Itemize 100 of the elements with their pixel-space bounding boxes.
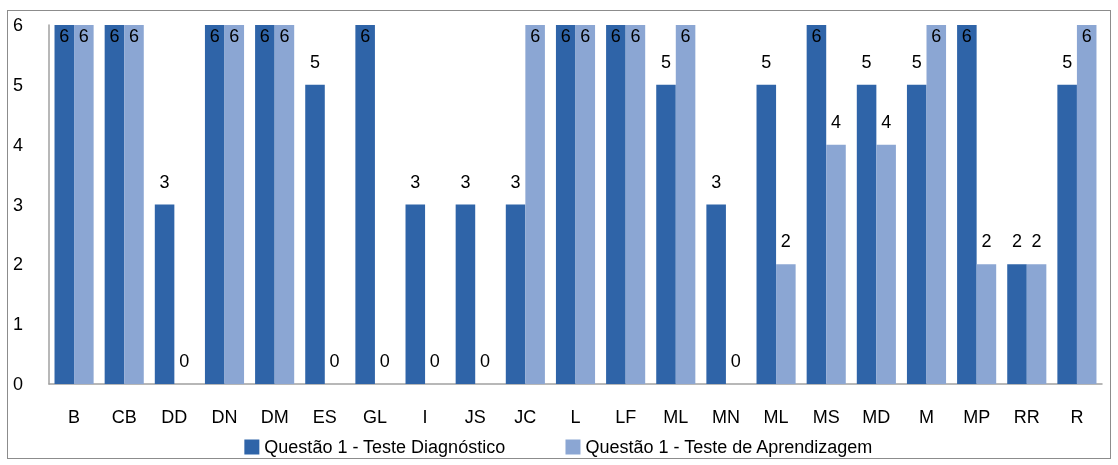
data-label: 3 bbox=[460, 171, 471, 192]
x-tick-label: LF bbox=[615, 407, 637, 427]
data-label: 0 bbox=[429, 351, 440, 371]
data-label: 5 bbox=[1062, 51, 1073, 72]
x-tick-label: ES bbox=[312, 407, 337, 427]
bar bbox=[355, 25, 375, 384]
x-tick-label: MN bbox=[711, 407, 740, 427]
data-label: 6 bbox=[530, 26, 541, 46]
data-label: 6 bbox=[109, 26, 120, 46]
data-label: 3 bbox=[510, 171, 521, 192]
bar bbox=[525, 25, 545, 384]
data-label: 6 bbox=[630, 26, 641, 46]
data-label: 2 bbox=[1031, 231, 1042, 252]
x-tick-label: MS bbox=[812, 407, 840, 427]
x-tick-label: L bbox=[570, 407, 581, 427]
data-label: 6 bbox=[78, 26, 89, 46]
data-label: 6 bbox=[360, 26, 371, 46]
x-tick-label: M bbox=[919, 407, 934, 427]
bar bbox=[154, 204, 175, 384]
data-label: 5 bbox=[310, 51, 321, 72]
data-label: 6 bbox=[1081, 26, 1092, 46]
x-tick-label: R bbox=[1070, 407, 1084, 427]
bar bbox=[1007, 264, 1027, 384]
bar bbox=[74, 25, 94, 384]
data-label: 0 bbox=[379, 351, 390, 371]
data-label: 6 bbox=[580, 26, 591, 46]
bar bbox=[706, 204, 726, 384]
data-label: 0 bbox=[179, 351, 190, 371]
data-label: 4 bbox=[830, 111, 841, 132]
y-tick-label: 5 bbox=[12, 74, 23, 95]
bar bbox=[224, 25, 245, 384]
data-label: 6 bbox=[259, 26, 270, 46]
data-label: 2 bbox=[981, 231, 992, 252]
legend-label: Questão 1 - Teste Diagnóstico bbox=[264, 437, 506, 457]
data-label: 6 bbox=[128, 26, 139, 46]
bar bbox=[675, 25, 696, 384]
bar bbox=[1076, 25, 1097, 384]
x-tick-label: MD bbox=[862, 407, 891, 427]
bar bbox=[104, 25, 125, 384]
bar bbox=[876, 144, 896, 384]
data-label: 3 bbox=[711, 171, 722, 192]
bar bbox=[906, 84, 927, 384]
data-label: 0 bbox=[479, 351, 490, 371]
x-tick-label: RR bbox=[1013, 407, 1040, 427]
data-label: 0 bbox=[730, 351, 741, 371]
bar bbox=[505, 204, 526, 384]
data-label: 6 bbox=[229, 26, 240, 46]
data-label: 2 bbox=[1012, 231, 1023, 252]
bar bbox=[976, 264, 997, 384]
legend-label: Questão 1 - Teste de Aprendizagem bbox=[585, 437, 873, 457]
bar bbox=[455, 204, 476, 384]
data-label: 3 bbox=[159, 171, 170, 192]
data-label: 6 bbox=[610, 26, 621, 46]
data-label: 3 bbox=[410, 171, 421, 192]
data-label: 0 bbox=[329, 351, 340, 371]
bar bbox=[305, 84, 325, 384]
bar bbox=[926, 25, 947, 384]
data-label: 2 bbox=[780, 231, 791, 252]
y-tick-label: 4 bbox=[12, 134, 23, 155]
bar bbox=[625, 25, 646, 384]
bar bbox=[405, 204, 426, 384]
x-tick-label: DM bbox=[260, 407, 289, 427]
bar bbox=[756, 84, 777, 384]
y-tick-label: 6 bbox=[12, 15, 23, 35]
bar bbox=[1057, 84, 1077, 384]
x-tick-label: DN bbox=[211, 407, 238, 427]
data-label: 5 bbox=[861, 51, 872, 72]
y-tick-label: 1 bbox=[12, 314, 23, 335]
bar bbox=[54, 25, 75, 384]
bar bbox=[255, 25, 275, 384]
data-label: 6 bbox=[279, 26, 290, 46]
bar bbox=[806, 25, 827, 384]
x-tick-label: ML bbox=[663, 407, 689, 427]
x-tick-label: ML bbox=[763, 407, 789, 427]
data-label: 4 bbox=[881, 111, 892, 132]
data-label: 6 bbox=[811, 26, 822, 46]
x-tick-label: CB bbox=[111, 407, 137, 427]
y-tick-label: 2 bbox=[12, 254, 23, 275]
x-tick-label: I bbox=[422, 407, 428, 427]
data-label: 6 bbox=[931, 26, 942, 46]
bar bbox=[1026, 264, 1047, 384]
bar bbox=[776, 264, 796, 384]
bar bbox=[957, 25, 977, 384]
data-label: 6 bbox=[961, 26, 972, 46]
bar bbox=[124, 25, 144, 384]
bar bbox=[656, 84, 676, 384]
x-tick-label: JC bbox=[514, 407, 537, 427]
data-label: 5 bbox=[761, 51, 772, 72]
data-label: 6 bbox=[59, 26, 70, 46]
data-label: 5 bbox=[911, 51, 922, 72]
bar bbox=[204, 25, 225, 384]
data-label: 6 bbox=[560, 26, 571, 46]
x-tick-label: MP bbox=[963, 407, 991, 427]
bar bbox=[856, 84, 877, 384]
data-label: 6 bbox=[680, 26, 691, 46]
y-tick-label: 3 bbox=[12, 194, 23, 215]
x-tick-label: GL bbox=[362, 407, 387, 427]
bar bbox=[575, 25, 596, 384]
x-tick-label: B bbox=[68, 407, 81, 427]
bar bbox=[606, 25, 626, 384]
